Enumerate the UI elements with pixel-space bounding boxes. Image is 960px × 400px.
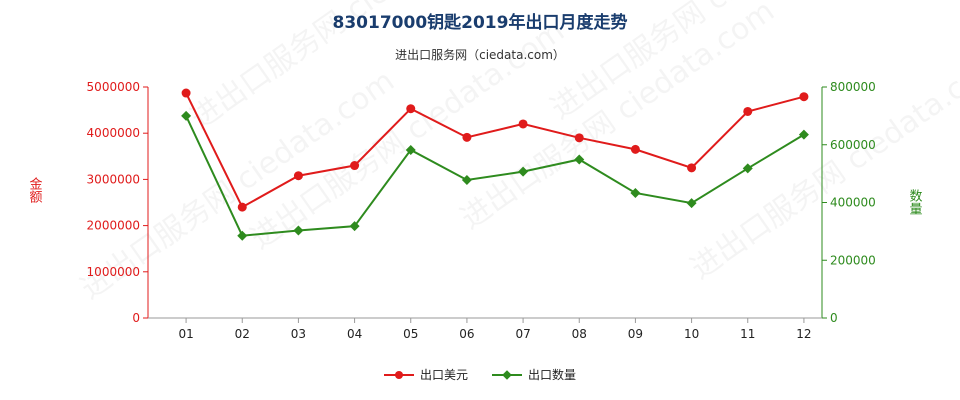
x-tick-label: 01	[178, 327, 193, 341]
series-1-point	[293, 225, 304, 236]
legend-label-usd: 出口美元	[419, 368, 468, 382]
x-tick-label: 11	[740, 327, 755, 341]
series-0-point	[743, 106, 753, 116]
x-tick-label: 07	[515, 327, 530, 341]
y-left-tick-label: 0	[132, 311, 140, 325]
y-right-tick-label: 0	[830, 311, 838, 325]
y-axis-right-label: 数量	[906, 189, 922, 215]
series-1-point	[742, 163, 753, 174]
y-left-tick-label: 4000000	[87, 126, 140, 140]
series-1-point	[461, 174, 472, 185]
series-0-point	[687, 163, 697, 173]
series-0-point	[518, 119, 528, 129]
series-1-point	[349, 221, 360, 232]
series-line-0	[185, 92, 805, 209]
legend-swatch-usd	[383, 369, 414, 381]
series-0-point	[237, 202, 247, 212]
y-right-tick-label: 200000	[830, 253, 876, 267]
series-1-point	[405, 144, 416, 155]
series-0-point	[350, 161, 360, 171]
series-0-point	[574, 133, 584, 143]
x-tick-label: 06	[459, 327, 474, 341]
x-tick-label: 10	[684, 327, 699, 341]
y-right-tick-label: 800000	[830, 80, 876, 94]
y-axis-left-label: 金额	[26, 177, 42, 203]
legend-item-qty[interactable]: 出口数量	[492, 366, 576, 383]
chart-title: 83017000钥匙2019年出口月度走势	[332, 13, 628, 33]
chart-legend: 出口美元 出口数量	[0, 366, 960, 383]
series-1-point	[630, 187, 641, 198]
x-tick-label: 04	[347, 327, 362, 341]
series-0-point	[799, 92, 809, 102]
series-1-point	[237, 230, 248, 241]
x-tick-label: 08	[572, 327, 587, 341]
x-tick-label: 03	[291, 327, 306, 341]
series-1-point	[686, 198, 697, 209]
series-0-point	[181, 88, 191, 98]
series-0-point	[406, 104, 416, 114]
chart-subtitle: 进出口服务网（ciedata.com）	[395, 48, 565, 62]
series-0-point	[630, 144, 640, 154]
x-tick-label: 02	[235, 327, 250, 341]
y-left-tick-label: 3000000	[87, 172, 140, 186]
x-tick-label: 12	[796, 327, 811, 341]
y-right-tick-label: 400000	[830, 196, 876, 210]
x-tick-label: 05	[403, 327, 418, 341]
series-1-point	[798, 129, 809, 140]
series-0-point	[462, 132, 472, 142]
y-left-tick-label: 5000000	[87, 80, 140, 94]
y-left-tick-label: 2000000	[87, 219, 140, 233]
y-left-tick-label: 1000000	[87, 265, 140, 279]
series-1-point	[518, 166, 529, 177]
legend-item-usd[interactable]: 出口美元	[383, 366, 468, 383]
series-1-point	[574, 154, 585, 165]
series-1-point	[181, 110, 192, 121]
series-0-point	[293, 171, 303, 181]
legend-swatch-qty	[492, 369, 522, 381]
legend-label-qty: 出口数量	[528, 368, 577, 382]
series-line-1	[185, 115, 805, 237]
x-tick-label: 09	[628, 327, 643, 341]
y-right-tick-label: 600000	[830, 138, 876, 152]
